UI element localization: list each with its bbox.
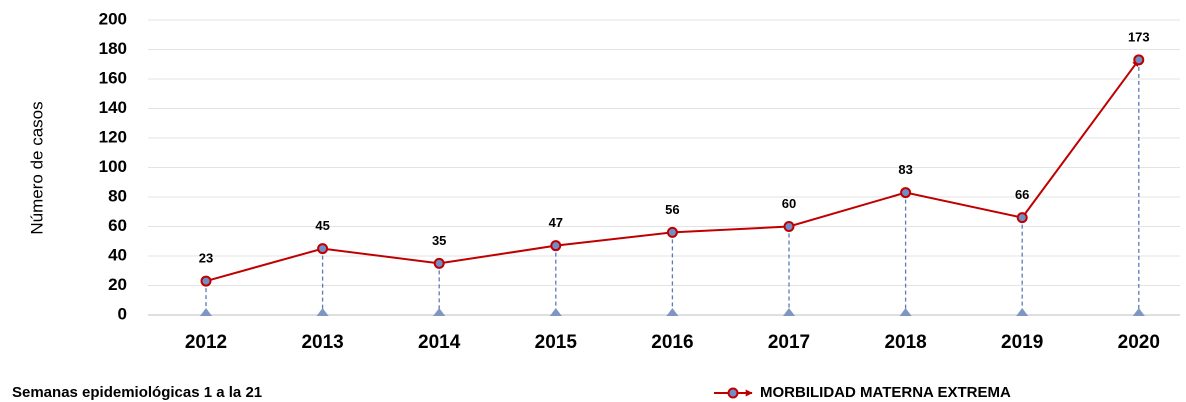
x-tick-label: 2020 [1118,332,1160,353]
point [433,257,445,269]
point [783,221,795,232]
data-label: 66 [1015,187,1029,202]
x-tick-label: 2019 [1001,332,1043,353]
data-label: 23 [199,251,213,266]
base-marker [549,308,562,316]
y-axis-label: Número de casos [27,101,46,234]
y-tick-label: 80 [108,186,127,205]
x-tick-label: 2018 [884,332,926,353]
legend-label: MORBILIDAD MATERNA EXTREMA [760,384,1011,401]
x-tick-label: 2012 [185,332,227,353]
y-tick-label: 60 [108,216,127,235]
base-marker [316,308,329,316]
point [1016,212,1028,224]
point [900,187,912,199]
y-tick-label: 20 [108,275,127,294]
y-tick-label: 0 [118,304,127,323]
x-tick-label: 2014 [418,332,461,353]
data-label: 173 [1128,29,1150,44]
data-label: 56 [665,202,679,217]
base-marker [783,308,795,316]
base-marker [433,308,446,316]
point [550,240,562,252]
data-label: 45 [315,218,329,233]
base-marker [666,308,679,316]
y-tick-label: 200 [99,9,127,28]
x-tick-label: 2015 [535,332,578,353]
footnote: Semanas epidemiológicas 1 a la 21 [12,384,262,401]
point [1133,54,1145,66]
data-label: 47 [549,215,563,230]
legend-marker [727,387,739,399]
y-tick-label: 160 [99,68,127,87]
data-label: 83 [898,162,912,177]
base-marker [1132,308,1145,316]
y-tick-label: 180 [99,39,127,58]
base-marker [1016,308,1029,316]
y-tick-label: 40 [108,245,127,264]
base-marker [200,308,212,316]
y-tick-label: 120 [99,127,127,146]
base-marker [899,308,912,316]
data-label: 60 [782,196,796,211]
point [317,243,329,255]
point [666,226,678,238]
y-tick-label: 100 [99,157,127,176]
x-tick-label: 2013 [301,332,343,353]
data-label: 35 [432,233,446,248]
point [200,275,212,287]
x-tick-label: 2016 [651,332,693,353]
x-tick-label: 2017 [768,332,810,353]
y-tick-label: 140 [99,98,127,117]
